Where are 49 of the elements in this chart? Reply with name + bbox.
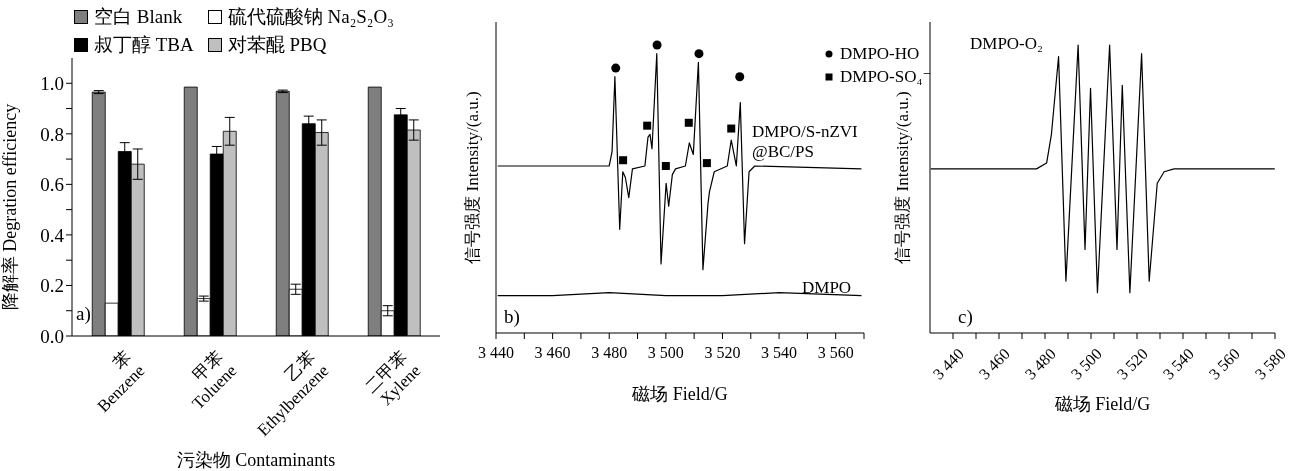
legend-label: DMPO-SO₄⁻ xyxy=(840,66,932,87)
point xyxy=(611,63,621,73)
x-axis-title: 污染物 Contaminants xyxy=(176,450,336,470)
point xyxy=(619,156,628,165)
legend-label: 硫代硫酸钠 Na₂S₂O₃ xyxy=(227,5,394,29)
x-tick-label: 3 480 xyxy=(1021,345,1060,383)
y-tick-label: 1.0 xyxy=(40,73,64,95)
legend-label: 空白 Blank xyxy=(94,5,183,29)
x-tick-label: 3 520 xyxy=(1113,345,1152,383)
x-tick-label: 3 540 xyxy=(1159,345,1198,383)
x-tick-label: 3 560 xyxy=(817,343,854,361)
annotation: c) xyxy=(958,306,973,328)
series-label: DMPO xyxy=(802,278,852,298)
point xyxy=(652,40,662,50)
legend-label: 叔丁醇 TBA xyxy=(94,33,194,57)
y-axis-title: 降解率 Degration efficiency xyxy=(0,103,21,311)
point xyxy=(727,124,736,133)
series-label: DMPO/S-nZVI @BC/PS xyxy=(752,122,858,162)
point xyxy=(694,49,704,59)
x-tick-label: 3 500 xyxy=(1067,345,1106,383)
x-axis-title: 磁场 Field/G xyxy=(631,384,728,404)
y-axis-title: 信号强度 Intensity/(a.u.) xyxy=(463,91,483,264)
y-tick-label: 0.2 xyxy=(40,275,64,297)
y-axis-title: 信号强度 Intensity/(a.u.) xyxy=(893,91,913,264)
point xyxy=(643,121,652,130)
y-tick-label: 0.4 xyxy=(40,224,65,246)
point xyxy=(684,118,693,127)
y-tick-label: 0.6 xyxy=(40,174,64,196)
x-tick-label: 3 580 xyxy=(1251,345,1289,383)
x-tick-label: 3 460 xyxy=(975,345,1014,383)
x-tick-label: 3 480 xyxy=(591,343,628,361)
annotation: b) xyxy=(504,306,520,328)
x-axis-title: 磁场 Field/G xyxy=(1053,394,1151,414)
series-label: DMPO-O₂ xyxy=(970,34,1043,54)
point xyxy=(661,161,670,170)
legend-label: DMPO-HO xyxy=(840,44,920,64)
legend-label: 对苯醌 PBQ xyxy=(227,33,327,57)
x-tick-label: 3 440 xyxy=(929,345,968,383)
x-tick-label: 3 500 xyxy=(647,343,684,361)
x-tick-label: 3 560 xyxy=(1205,345,1244,383)
y-tick-label: 0.0 xyxy=(40,325,64,347)
x-tick-label: 3 540 xyxy=(761,343,798,361)
x-tick-label: 3 460 xyxy=(534,343,571,361)
x-tick-label: 3 520 xyxy=(704,343,741,361)
y-tick-label: 0.8 xyxy=(40,123,64,145)
point xyxy=(702,159,711,168)
annotation: a) xyxy=(76,303,91,325)
point xyxy=(735,72,745,82)
x-tick-label: 3 440 xyxy=(478,343,514,361)
